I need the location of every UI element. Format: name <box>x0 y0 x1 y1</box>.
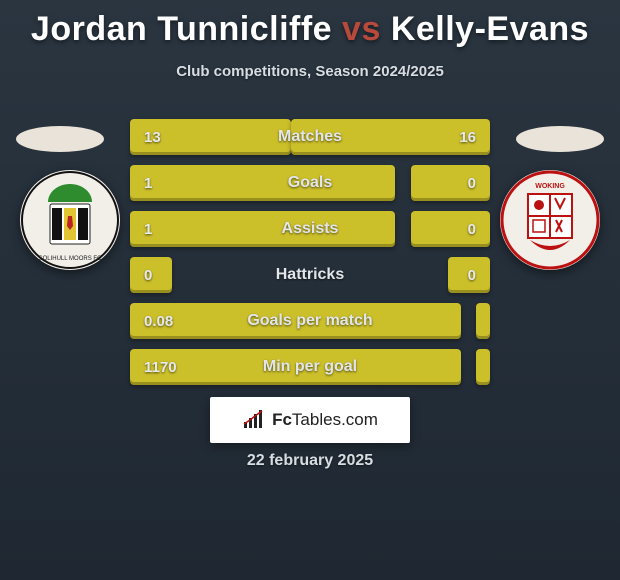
player1-name: Jordan Tunnicliffe <box>31 10 332 48</box>
stat-row-goals: 1 0 Goals <box>130 165 490 201</box>
svg-text:WOKING: WOKING <box>535 183 565 190</box>
stat-bar-right <box>411 211 490 247</box>
brand-text: FcTables.com <box>272 410 378 430</box>
stat-bar-right <box>448 257 490 293</box>
stat-bar-right <box>291 119 490 155</box>
stat-bar-left <box>130 165 395 201</box>
club-badge-left: SOLIHULL MOORS FC <box>20 170 120 270</box>
date-text: 22 february 2025 <box>0 452 620 470</box>
svg-text:SOLIHULL MOORS FC: SOLIHULL MOORS FC <box>39 256 102 262</box>
right-ellipse <box>516 126 604 152</box>
stats-container: 13 16 Matches 1 0 Goals 1 0 Assists 0 0 … <box>130 119 490 395</box>
player2-name: Kelly-Evans <box>391 10 589 48</box>
stat-bar-left <box>130 211 395 247</box>
stat-bar-left <box>130 303 461 339</box>
page-title: Jordan Tunnicliffe vs Kelly-Evans <box>0 0 620 49</box>
subtitle: Club competitions, Season 2024/2025 <box>0 63 620 80</box>
stat-row-matches: 13 16 Matches <box>130 119 490 155</box>
stat-bar-left <box>130 349 461 385</box>
stat-row-hattricks: 0 0 Hattricks <box>130 257 490 293</box>
left-ellipse <box>16 126 104 152</box>
stat-row-mpg: 1170 Min per goal <box>130 349 490 385</box>
club-crest-right-icon: WOKING <box>500 170 600 270</box>
brand-prefix: Fc <box>272 410 292 429</box>
bar-chart-icon <box>242 408 266 432</box>
stat-bar-left <box>130 257 172 293</box>
brand-suffix: Tables.com <box>292 410 378 429</box>
vs-text: vs <box>342 10 381 48</box>
stat-label: Hattricks <box>130 257 490 293</box>
stat-bar-left <box>130 119 291 155</box>
brand-logo[interactable]: FcTables.com <box>210 397 410 443</box>
stat-row-gpm: 0.08 Goals per match <box>130 303 490 339</box>
stat-bar-right <box>476 303 490 339</box>
stat-row-assists: 1 0 Assists <box>130 211 490 247</box>
stat-bar-right <box>476 349 490 385</box>
stat-bar-right <box>411 165 490 201</box>
club-badge-right: WOKING <box>500 170 600 270</box>
club-crest-left-icon: SOLIHULL MOORS FC <box>20 170 120 270</box>
